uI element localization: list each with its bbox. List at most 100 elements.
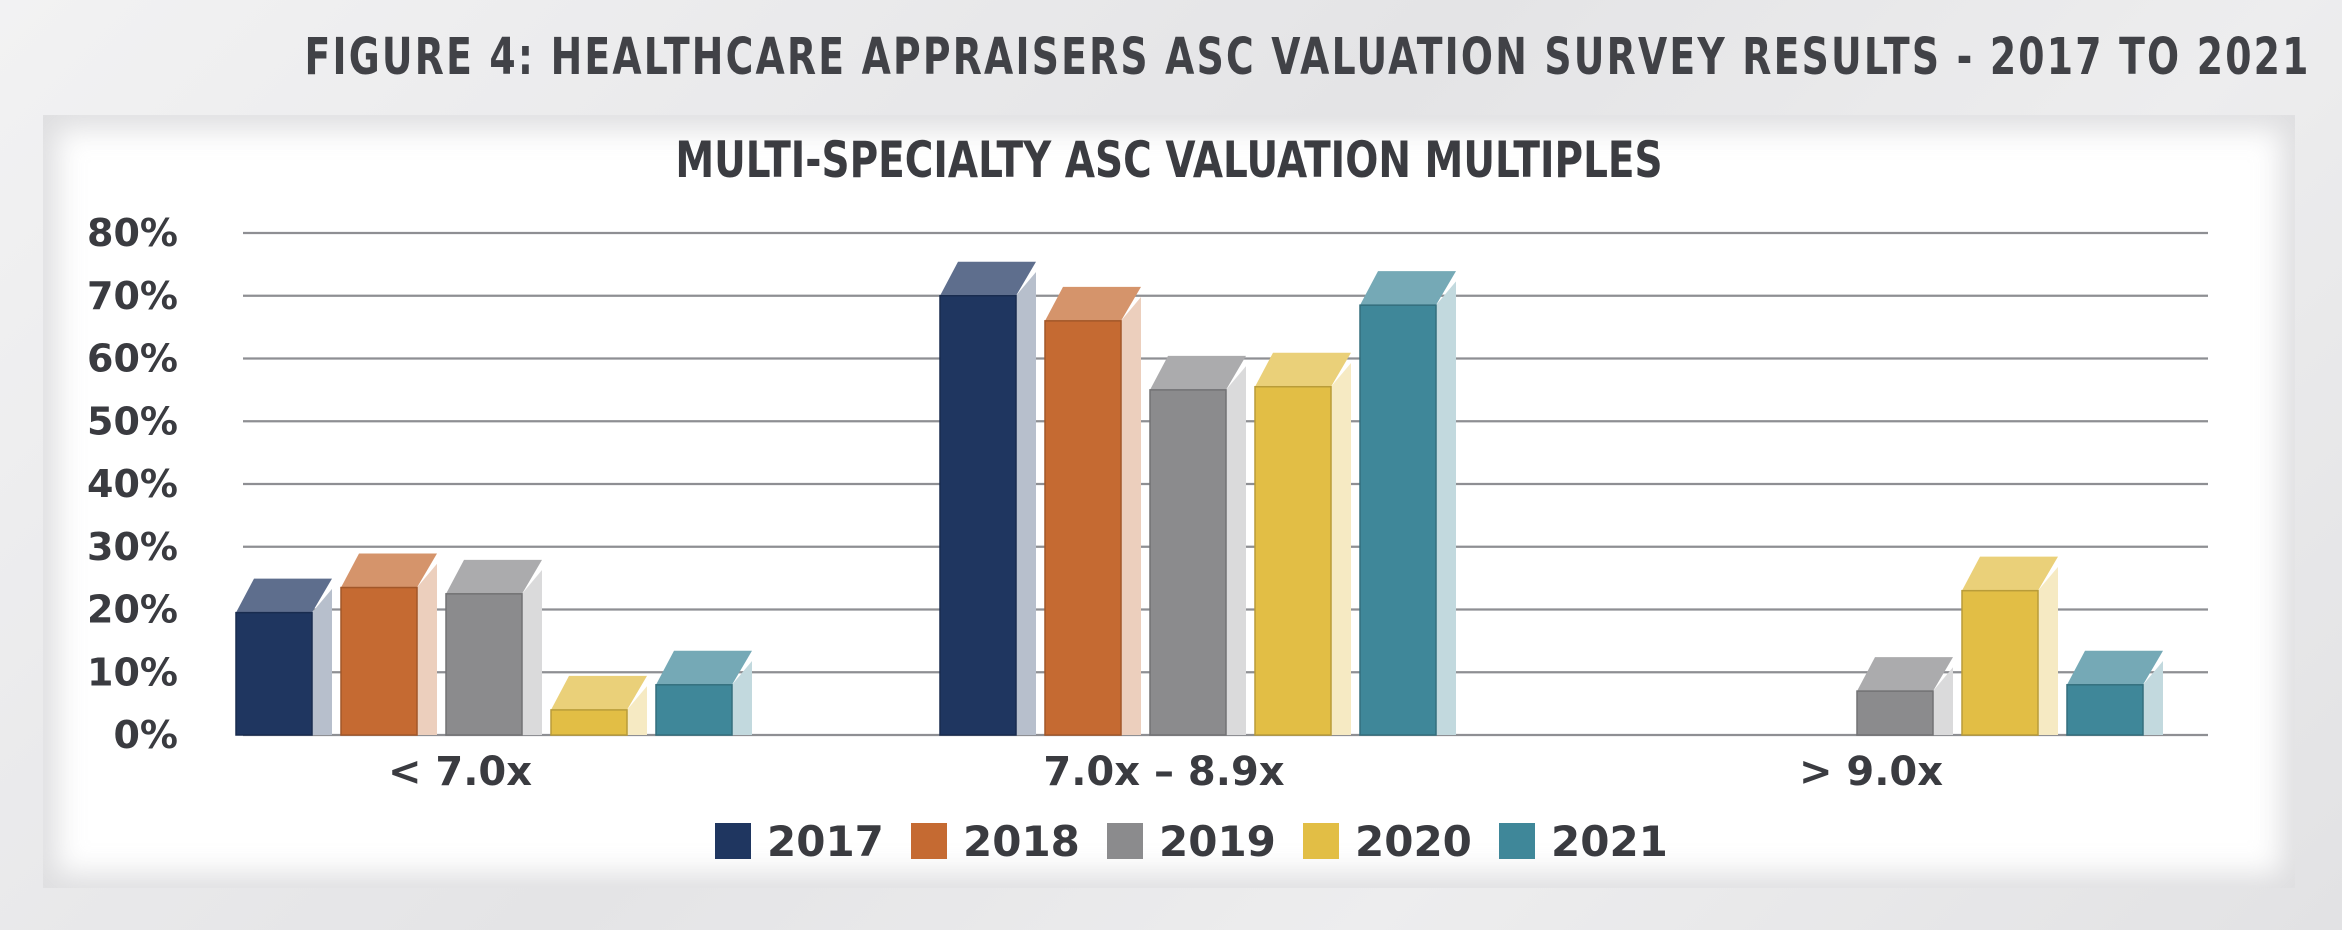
bar-2019-1 <box>1149 355 1246 736</box>
bar-top <box>1150 355 1246 390</box>
bar-top <box>236 578 332 613</box>
bar-outline <box>939 295 1017 736</box>
bar-side <box>627 686 647 735</box>
bars <box>235 261 2163 736</box>
bar-2020-0 <box>550 675 647 736</box>
figure-title: FIGURE 4: HEALTHCARE APPRAISERS ASC VALU… <box>304 28 2311 87</box>
bar-front <box>656 684 732 735</box>
bar-side <box>522 570 542 735</box>
category-label: 7.0x – 8.9x <box>1043 749 1284 795</box>
chart-plot: MULTI-SPECIALTY ASC VALUATION MULTIPLES … <box>87 130 2208 866</box>
bar-2017-0 <box>235 578 332 736</box>
chart-panel: MULTI-SPECIALTY ASC VALUATION MULTIPLES … <box>43 115 2295 888</box>
bar-outline <box>1254 385 1332 736</box>
bar-2020-1 <box>1254 352 1351 736</box>
bar-side <box>1331 362 1351 735</box>
legend-swatch <box>1499 823 1535 859</box>
legend-swatch <box>1107 823 1143 859</box>
bar-outline <box>1044 320 1122 736</box>
bar-front <box>1045 320 1121 735</box>
y-tick-label: 50% <box>87 399 178 443</box>
legend-label: 2021 <box>1551 817 1668 866</box>
bar-side <box>1226 366 1246 735</box>
bar-side <box>2143 661 2163 735</box>
bar-front <box>446 593 522 735</box>
bar-top <box>446 559 542 594</box>
y-tick-label: 10% <box>87 650 178 694</box>
legend: 2017 2018 2019 2020 2021 <box>715 817 1668 866</box>
y-tick-label: 60% <box>87 337 178 381</box>
bar-outline <box>1856 690 1934 736</box>
bar-front <box>1857 691 1933 735</box>
y-tick-label: 20% <box>87 588 178 632</box>
x-axis: < 7.0x 7.0x – 8.9x > 9.0x <box>388 749 1943 795</box>
bar-2021-1 <box>1359 271 1456 736</box>
bar-outline <box>655 684 733 736</box>
bar-outline <box>340 586 418 736</box>
bar-2020-2 <box>1961 556 2058 736</box>
bar-outline <box>1149 389 1227 736</box>
legend-swatch <box>911 823 947 859</box>
bar-2018-0 <box>340 553 437 736</box>
bar-side <box>2038 566 2058 735</box>
bar-top <box>656 650 752 685</box>
y-axis: 0% 10% 20% 30% 40% 50% 60% 70% 80% <box>87 211 178 757</box>
bar-2019-0 <box>445 559 542 736</box>
bar-outline <box>2066 684 2144 736</box>
legend-item-2020: 2020 <box>1303 817 1472 866</box>
legend-label: 2018 <box>963 817 1080 866</box>
legend-swatch <box>715 823 751 859</box>
legend-label: 2020 <box>1355 817 1472 866</box>
bar-front <box>1150 389 1226 735</box>
y-tick-label: 0% <box>113 713 178 757</box>
bar-top <box>1857 657 1953 692</box>
bar-top <box>1360 271 1456 306</box>
bar-front <box>1360 305 1436 735</box>
y-tick-label: 80% <box>87 211 178 255</box>
legend-item-2021: 2021 <box>1499 817 1668 866</box>
bar-2021-2 <box>2066 650 2163 736</box>
bar-2019-2 <box>1856 657 1953 736</box>
legend-item-2018: 2018 <box>911 817 1080 866</box>
bar-side <box>732 661 752 735</box>
bar-top <box>1045 286 1141 321</box>
bar-side <box>417 563 437 735</box>
chart-title: MULTI-SPECIALTY ASC VALUATION MULTIPLES <box>675 130 1662 189</box>
bar-top <box>1255 352 1351 387</box>
bar-top <box>1962 556 2058 591</box>
bar-2018-1 <box>1044 286 1141 736</box>
legend-label: 2019 <box>1159 817 1276 866</box>
bar-outline <box>1961 589 2039 736</box>
bar-top <box>2067 650 2163 685</box>
bar-top <box>341 553 437 588</box>
bar-outline <box>550 709 628 736</box>
bar-side <box>1436 281 1456 735</box>
y-tick-label: 70% <box>87 274 178 318</box>
bar-side <box>1933 667 1953 735</box>
bar-front <box>1255 386 1331 735</box>
legend-item-2017: 2017 <box>715 817 884 866</box>
category-label: > 9.0x <box>1799 749 1943 795</box>
bar-top <box>551 675 647 710</box>
bar-side <box>1016 271 1036 735</box>
bar-2017-1 <box>939 261 1036 736</box>
bar-front <box>2067 684 2143 735</box>
bar-side <box>312 588 332 735</box>
bar-front <box>551 709 627 735</box>
bar-front <box>236 612 312 735</box>
y-tick-label: 30% <box>87 525 178 569</box>
y-tick-label: 40% <box>87 462 178 506</box>
bar-top <box>940 261 1036 296</box>
bar-front <box>940 295 1016 735</box>
bar-outline <box>445 593 523 736</box>
bar-side <box>1121 297 1141 735</box>
bar-2021-0 <box>655 650 752 736</box>
category-label: < 7.0x <box>388 749 532 795</box>
legend-item-2019: 2019 <box>1107 817 1276 866</box>
bar-outline <box>235 611 313 736</box>
legend-label: 2017 <box>767 817 884 866</box>
bar-front <box>1962 590 2038 735</box>
bar-front <box>341 587 417 735</box>
legend-swatch <box>1303 823 1339 859</box>
bar-outline <box>1359 304 1437 736</box>
